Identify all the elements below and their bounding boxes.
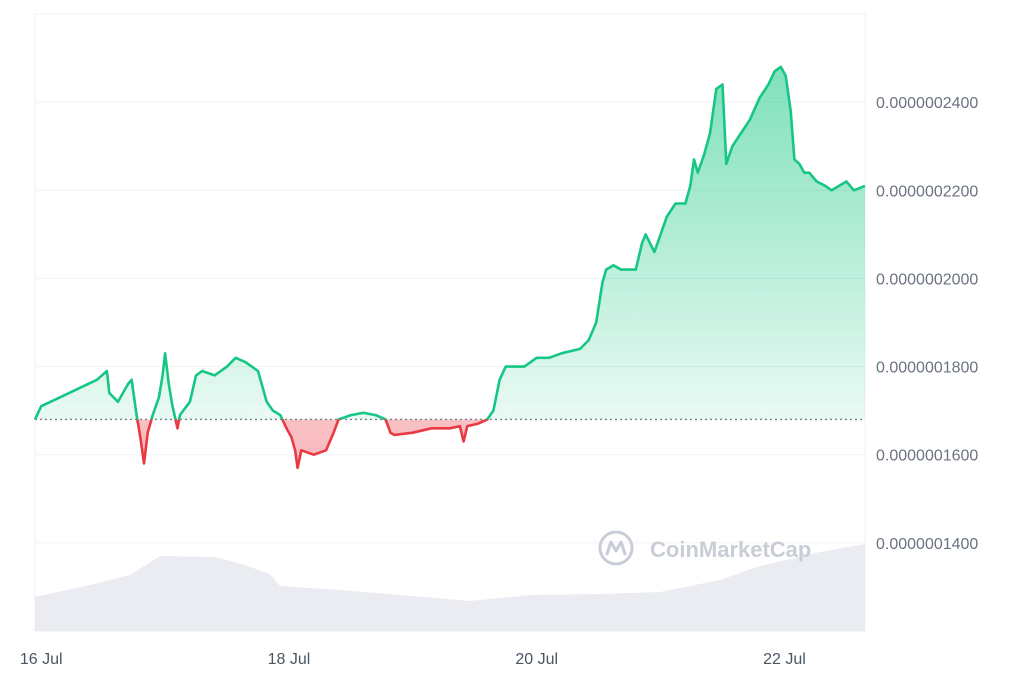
y-tick-label: 0.0000001800 (876, 360, 978, 377)
y-tick-label: 0.0000001400 (876, 536, 978, 553)
price-area (35, 66, 865, 468)
y-tick-label: 0.0000002400 (876, 95, 978, 112)
y-tick-label: 0.0000001600 (876, 448, 978, 465)
y-tick-label: 0.0000002200 (876, 183, 978, 200)
x-tick-label: 22 Jul (763, 651, 806, 668)
x-tick-label: 18 Jul (268, 651, 311, 668)
watermark-text: CoinMarketCap (650, 537, 811, 562)
x-axis: 16 Jul 18 Jul 20 Jul 22 Jul (20, 651, 806, 668)
x-tick-label: 20 Jul (515, 651, 558, 668)
price-line-up (33, 65, 866, 420)
price-line-down (34, 419, 489, 470)
y-axis: 0.0000001400 0.0000001600 0.0000001800 0.00… (876, 95, 978, 553)
price-lines (33, 65, 866, 470)
y-tick-label: 0.0000002000 (876, 271, 978, 288)
coinmarketcap-logo-icon (598, 530, 634, 566)
volume-shape (35, 544, 865, 631)
watermark: CoinMarketCap (598, 530, 811, 566)
volume-area (35, 544, 865, 631)
x-tick-label: 16 Jul (20, 651, 63, 668)
price-area-up (35, 66, 865, 420)
